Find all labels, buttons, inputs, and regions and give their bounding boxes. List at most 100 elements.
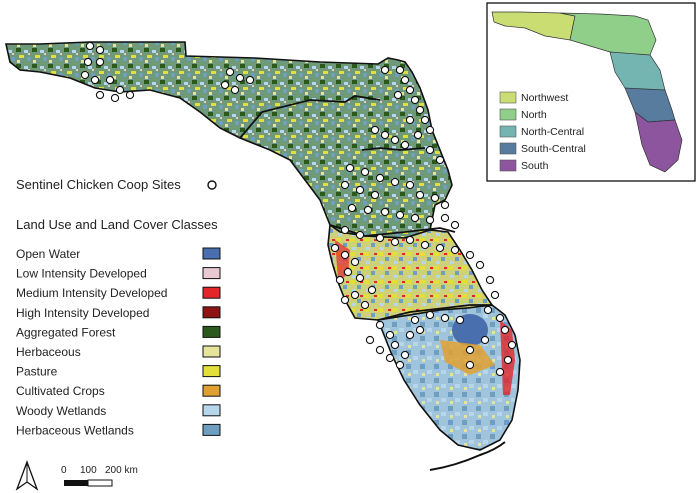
sentinel-site-marker	[245, 75, 255, 85]
sentinel-site-marker	[340, 295, 350, 305]
landuse-legend-swatch	[202, 325, 221, 338]
inset-south	[634, 111, 683, 173]
sentinel-site-marker	[385, 353, 395, 363]
inset-legend-label: North	[521, 109, 547, 121]
sentinel-site-marker	[95, 90, 105, 100]
sentinel-site-marker	[343, 267, 353, 277]
sentinel-site-marker	[380, 207, 390, 217]
sentinel-site-marker	[410, 95, 420, 105]
sentinel-site-marker	[225, 67, 235, 77]
sentinel-site-marker	[400, 350, 410, 360]
sentinel-site-marker	[235, 73, 245, 83]
landuse-legend-swatch	[202, 286, 221, 299]
sentinel-site-marker	[367, 285, 377, 295]
sentinel-site-marker	[405, 330, 415, 340]
landuse-legend-label: Herbaceous Wetlands	[16, 423, 134, 437]
sentinel-site-marker	[90, 75, 100, 85]
sentinel-site-marker	[340, 180, 350, 190]
sentinel-site-marker	[360, 167, 370, 177]
landuse-legend-swatch	[202, 247, 221, 260]
scale-segment-1	[64, 480, 88, 486]
sentinel-site-marker	[375, 345, 385, 355]
landuse-legend-swatch	[202, 423, 221, 436]
inset-northwest	[491, 11, 576, 41]
scale-tick-0: 0	[61, 465, 67, 476]
sentinel-site-marker	[375, 320, 385, 330]
sentinel-site-marker	[380, 65, 390, 75]
north-arrow-icon	[15, 460, 39, 491]
sentinel-site-marker	[330, 243, 340, 253]
landuse-legend-label: Woody Wetlands	[16, 404, 106, 418]
sentinel-site-marker	[370, 125, 380, 135]
sentinel-site-marker	[410, 315, 420, 325]
sentinel-site-marker	[105, 75, 115, 85]
sentinel-site-marker	[405, 235, 415, 245]
sentinel-site-marker	[410, 213, 420, 223]
sentinel-site-marker	[83, 57, 93, 67]
inset-legend-label: South-Central	[521, 143, 586, 155]
sentinel-site-marker	[220, 80, 230, 90]
sentinel-site-symbol	[207, 180, 217, 190]
scale-bar: 0 100 200 km	[61, 465, 138, 487]
landuse-legend-label: High Intensity Developed	[16, 306, 149, 320]
sentinel-site-marker	[360, 300, 370, 310]
sentinel-site-marker	[400, 140, 410, 150]
sentinel-site-marker	[380, 130, 390, 140]
sentinel-site-marker	[450, 220, 460, 230]
inset-map: Northwest North North-Central South-Central…	[486, 2, 696, 182]
sentinel-site-marker	[345, 163, 355, 173]
sentinel-site-marker	[480, 335, 490, 345]
sentinel-site-marker	[495, 313, 505, 323]
sentinel-site-marker	[435, 243, 445, 253]
sentinel-site-marker	[395, 210, 405, 220]
landuse-legend-swatch	[202, 404, 221, 417]
landuse-legend-title: Land Use and Land Cover Classes	[16, 217, 218, 232]
inset-legend-swatch	[499, 159, 517, 172]
sentinel-site-marker	[435, 155, 445, 165]
sentinel-site-marker	[375, 173, 385, 183]
landuse-legend-swatch	[202, 345, 221, 358]
sentinel-site-marker	[405, 115, 415, 125]
sentinel-site-marker	[125, 90, 135, 100]
sentinel-site-marker	[455, 315, 465, 325]
inset-legend-label: South	[521, 160, 549, 172]
sentinel-site-marker	[363, 205, 373, 215]
landuse-legend-label: Medium Intensity Developed	[16, 286, 167, 300]
sentinel-site-marker	[80, 70, 90, 80]
sentinel-site-marker	[475, 260, 485, 270]
inset-legend-swatch	[499, 142, 517, 155]
landuse-legend-label: Pasture	[16, 365, 58, 379]
sentinel-site-marker	[485, 275, 495, 285]
inset-legend-label: Northwest	[521, 92, 568, 104]
inset-legend-label: North-Central	[521, 126, 584, 138]
sentinel-site-marker	[430, 193, 440, 203]
landuse-legend-label: Open Water	[16, 247, 80, 261]
sentinel-site-marker	[500, 325, 510, 335]
scale-tick-200: 200 km	[105, 465, 138, 476]
landuse-legend-swatch	[202, 267, 221, 280]
inset-legend-swatch	[499, 125, 517, 138]
sentinel-site-marker	[115, 85, 125, 95]
sentinel-site-marker	[355, 273, 365, 283]
sentinel-site-marker	[425, 145, 435, 155]
inset-legend: Northwest North North-Central South-Central…	[499, 91, 586, 172]
sentinel-site-marker	[465, 250, 475, 260]
sentinel-site-marker	[390, 340, 400, 350]
sentinel-site-marker	[425, 125, 435, 135]
landuse-legend-swatch	[202, 306, 221, 319]
landuse-legend-label: Aggregated Forest	[16, 325, 116, 339]
sentinel-sites	[80, 41, 517, 377]
sentinel-site-marker	[375, 233, 385, 243]
sentinel-sites-label: Sentinel Chicken Coop Sites	[16, 177, 181, 192]
sentinel-site-marker	[420, 115, 430, 125]
sentinel-site-marker	[335, 275, 345, 285]
region-boundaries	[239, 95, 492, 321]
sentinel-site-marker	[503, 355, 513, 365]
sentinel-site-marker	[465, 345, 475, 355]
sentinel-site-marker	[350, 290, 360, 300]
sentinel-site-marker	[415, 190, 425, 200]
sentinel-site-marker	[415, 325, 425, 335]
agricultural-area	[440, 340, 495, 375]
landuse-legend-swatch	[202, 384, 221, 397]
